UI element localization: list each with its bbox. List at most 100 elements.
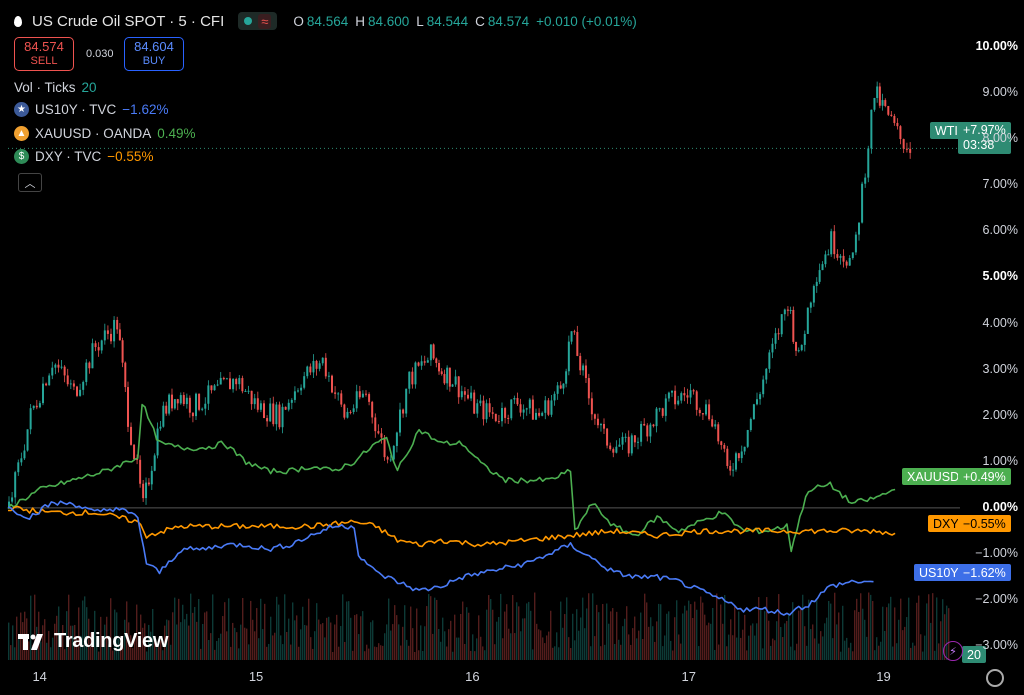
wti-candle [159, 426, 162, 429]
wti-candle [896, 122, 899, 127]
volume-bar [750, 625, 752, 660]
wti-candle [290, 399, 293, 403]
buy-button[interactable]: 84.604 BUY [124, 37, 184, 71]
wti-candle [374, 417, 377, 432]
wti-candle [309, 366, 312, 373]
volume-bar [172, 612, 174, 660]
wti-candle [795, 341, 798, 351]
volume-bar [704, 614, 706, 660]
wti-candle [432, 344, 435, 359]
wti-candle [851, 252, 854, 258]
volume-bar [818, 643, 820, 660]
wti-candle [899, 126, 902, 140]
wti-candle [881, 100, 884, 106]
settings-gear-icon[interactable] [986, 669, 1004, 687]
wti-candle [213, 385, 216, 391]
collapse-legend-button[interactable]: ︿ [18, 173, 42, 192]
volume-bar [312, 648, 314, 660]
volume-bar [940, 621, 942, 660]
volume-bar [138, 642, 140, 660]
wti-candle [162, 405, 165, 427]
volume-bar [400, 645, 402, 660]
volume-bar [602, 604, 604, 660]
wti-candle [435, 358, 438, 363]
wave-icon: ≈ [258, 13, 272, 29]
wti-candle [124, 362, 127, 388]
wti-candle [497, 421, 500, 423]
volume-bar [752, 623, 754, 660]
volume-bar [534, 592, 536, 660]
sell-button[interactable]: 84.574 SELL [14, 37, 74, 71]
wti-candle [188, 397, 191, 413]
volume-legend[interactable]: Vol · Ticks 20 [14, 80, 97, 95]
volume-bar [68, 594, 70, 660]
wti-candle [130, 426, 133, 445]
volume-bar [540, 630, 542, 660]
volume-bar [10, 645, 12, 660]
wti-candle [870, 109, 873, 149]
volume-bar [308, 598, 310, 660]
volume-bar [168, 620, 170, 660]
volume-bar [608, 623, 610, 660]
volume-bar [916, 602, 918, 660]
volume-bar [622, 626, 624, 660]
volume-bar [406, 639, 408, 660]
wti-candle [584, 365, 587, 379]
status-pill[interactable]: ≈ [238, 12, 278, 30]
wti-candle [463, 391, 466, 395]
legend-dxy[interactable]: $ DXY · TVC −0.55% [14, 149, 153, 164]
wti-candle [609, 445, 612, 450]
volume-bar [638, 630, 640, 660]
wti-candle [232, 378, 235, 390]
wti-candle [749, 419, 752, 431]
volume-bar [690, 604, 692, 660]
volume-bar [158, 647, 160, 660]
volume-bar [598, 612, 600, 660]
symbol-title[interactable]: US Crude Oil SPOT · 5 · CFI [32, 12, 225, 30]
volume-bar [238, 648, 240, 660]
wti-candle [765, 368, 768, 380]
volume-bar [568, 637, 570, 660]
volume-bar [636, 638, 638, 660]
volume-bar [678, 634, 680, 660]
volume-bar [606, 603, 608, 660]
volume-bar [734, 605, 736, 660]
wti-candle [476, 403, 479, 414]
wti-candle [300, 387, 303, 391]
volume-bar [272, 635, 274, 660]
wti-candle [63, 366, 66, 376]
volume-bar [140, 614, 142, 660]
lightning-icon[interactable]: ⚡ [943, 641, 963, 661]
wti-candle [156, 428, 159, 456]
volume-bar [628, 634, 630, 660]
y-tick-label: 10.00% [975, 39, 1018, 54]
volume-bar [486, 609, 488, 660]
wti-candle [380, 433, 383, 438]
volume-bar [746, 650, 748, 660]
volume-bar [620, 644, 622, 660]
volume-bar [234, 627, 236, 660]
wti-candle [541, 412, 544, 416]
legend-us10y[interactable]: ★ US10Y · TVC −1.62% [14, 102, 168, 117]
volume-bar [722, 623, 724, 660]
tradingview-logo[interactable]: TradingView [18, 630, 168, 653]
volume-bar [422, 650, 424, 660]
volume-bar [552, 647, 554, 660]
wti-candle [365, 393, 367, 395]
volume-bar [612, 608, 614, 660]
legend-xauusd[interactable]: ▲ XAUUSD · OANDA 0.49% [14, 126, 196, 141]
wti-candle [408, 371, 411, 389]
volume-bar [362, 611, 364, 660]
wti-candle [201, 408, 204, 410]
wti-candle [145, 482, 148, 499]
wti-candle [287, 402, 290, 410]
y-tick-label: −1.00% [975, 546, 1018, 560]
volume-bar [506, 604, 508, 660]
volume-bar [210, 633, 212, 660]
volume-bar [408, 645, 410, 660]
wti-candle [195, 393, 197, 417]
volume-bar [256, 608, 258, 660]
volume-bar [284, 594, 286, 660]
volume-bar [176, 624, 178, 660]
